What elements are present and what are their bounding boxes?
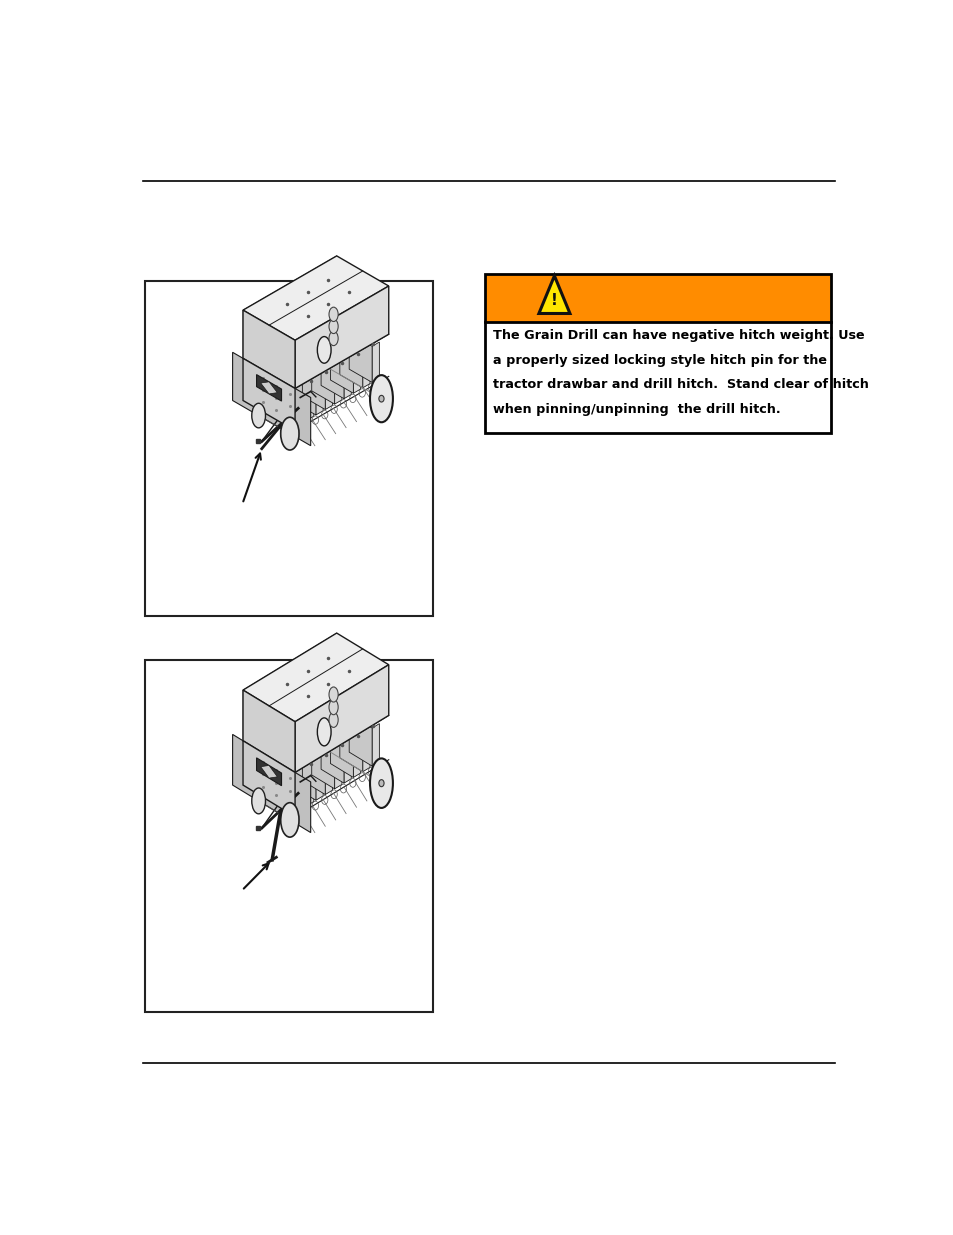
Polygon shape xyxy=(260,766,277,778)
Ellipse shape xyxy=(280,417,298,450)
Polygon shape xyxy=(339,338,362,388)
Polygon shape xyxy=(372,342,379,383)
Polygon shape xyxy=(335,746,341,789)
FancyBboxPatch shape xyxy=(485,321,830,433)
Polygon shape xyxy=(372,724,379,766)
Polygon shape xyxy=(330,725,353,778)
FancyBboxPatch shape xyxy=(145,659,433,1011)
Ellipse shape xyxy=(329,687,337,701)
Ellipse shape xyxy=(252,788,265,814)
Polygon shape xyxy=(296,769,304,811)
Polygon shape xyxy=(344,358,351,399)
Ellipse shape xyxy=(329,331,337,346)
Polygon shape xyxy=(243,690,294,772)
Polygon shape xyxy=(302,361,325,410)
Ellipse shape xyxy=(370,375,393,422)
Polygon shape xyxy=(315,758,323,800)
Polygon shape xyxy=(312,737,335,789)
Polygon shape xyxy=(243,256,336,358)
Text: !: ! xyxy=(551,293,558,308)
Polygon shape xyxy=(293,748,315,800)
Polygon shape xyxy=(294,664,388,772)
Polygon shape xyxy=(256,758,281,785)
Polygon shape xyxy=(296,385,304,426)
Ellipse shape xyxy=(378,779,384,787)
Polygon shape xyxy=(283,755,306,806)
Polygon shape xyxy=(538,275,569,314)
Polygon shape xyxy=(325,752,333,794)
Ellipse shape xyxy=(317,337,331,363)
Polygon shape xyxy=(321,350,344,399)
Ellipse shape xyxy=(378,395,384,403)
Polygon shape xyxy=(362,730,370,772)
Polygon shape xyxy=(243,634,388,721)
Polygon shape xyxy=(330,343,353,393)
Ellipse shape xyxy=(370,758,393,808)
Polygon shape xyxy=(344,741,351,783)
Polygon shape xyxy=(274,760,296,811)
Polygon shape xyxy=(353,735,360,778)
Ellipse shape xyxy=(329,700,337,715)
Polygon shape xyxy=(243,310,294,389)
Ellipse shape xyxy=(280,803,298,837)
Polygon shape xyxy=(243,741,294,816)
Polygon shape xyxy=(243,634,336,741)
FancyBboxPatch shape xyxy=(145,282,433,616)
Text: when pinning/unpinning  the drill hitch.: when pinning/unpinning the drill hitch. xyxy=(492,403,780,416)
Text: tractor drawbar and drill hitch.  Stand clear of hitch: tractor drawbar and drill hitch. Stand c… xyxy=(492,378,867,391)
Polygon shape xyxy=(274,377,296,426)
Ellipse shape xyxy=(252,404,265,427)
Polygon shape xyxy=(315,374,323,415)
Polygon shape xyxy=(302,742,325,794)
Polygon shape xyxy=(339,720,362,772)
Polygon shape xyxy=(349,714,372,766)
Text: The Grain Drill can have negative hitch weight. Use: The Grain Drill can have negative hitch … xyxy=(492,330,863,342)
Polygon shape xyxy=(306,380,314,420)
Polygon shape xyxy=(233,735,311,832)
Polygon shape xyxy=(312,354,335,404)
Polygon shape xyxy=(233,352,311,446)
Polygon shape xyxy=(294,287,388,389)
Polygon shape xyxy=(293,366,315,415)
Ellipse shape xyxy=(329,308,337,321)
Polygon shape xyxy=(256,374,281,401)
Polygon shape xyxy=(362,347,370,388)
Polygon shape xyxy=(335,364,341,404)
Ellipse shape xyxy=(329,713,337,727)
Polygon shape xyxy=(260,382,277,394)
Polygon shape xyxy=(321,731,344,783)
Polygon shape xyxy=(283,370,306,420)
Polygon shape xyxy=(325,369,333,410)
Ellipse shape xyxy=(317,718,331,746)
Polygon shape xyxy=(349,333,372,383)
Polygon shape xyxy=(243,358,294,431)
Polygon shape xyxy=(353,353,360,393)
Ellipse shape xyxy=(329,319,337,333)
Polygon shape xyxy=(243,256,388,341)
Polygon shape xyxy=(306,763,314,806)
FancyBboxPatch shape xyxy=(485,274,830,321)
Text: a properly sized locking style hitch pin for the: a properly sized locking style hitch pin… xyxy=(492,354,825,367)
